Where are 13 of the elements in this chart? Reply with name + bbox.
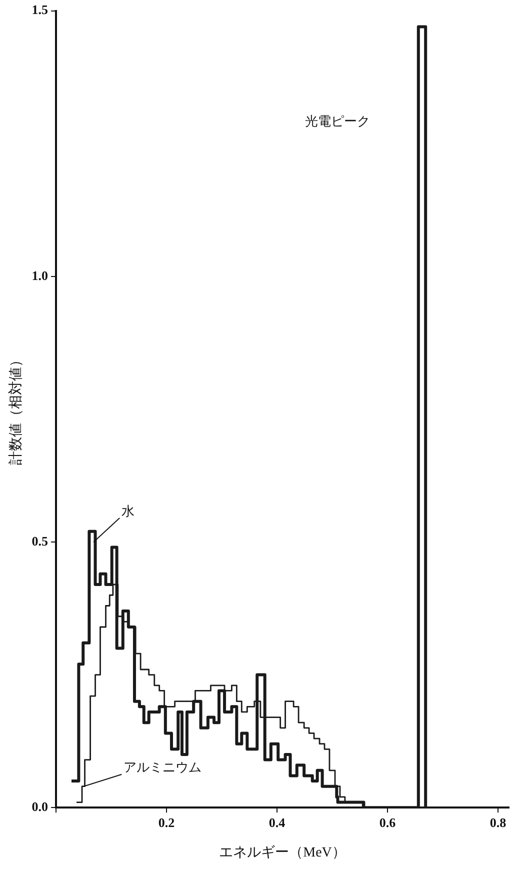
x-tick-label: 0.4 (268, 814, 286, 830)
y-tick-label: 0.5 (32, 533, 49, 548)
x-tick-label: 0.2 (158, 814, 175, 830)
y-tick-label: 1.5 (32, 2, 49, 18)
annotation: アルミニウム (124, 760, 202, 776)
y-tick-label: 0.0 (32, 798, 48, 814)
annotation: 水 (122, 504, 135, 520)
y-axis-title: 計数値（相対値） (8, 353, 24, 466)
x-tick-label: 0.6 (379, 814, 396, 830)
x-tick-label: 0.8 (490, 814, 507, 830)
y-tick-label: 1.0 (32, 268, 48, 283)
x-axis-title: エネルギー（MeV） (219, 844, 346, 860)
annotation: 光電ピーク (305, 114, 370, 130)
